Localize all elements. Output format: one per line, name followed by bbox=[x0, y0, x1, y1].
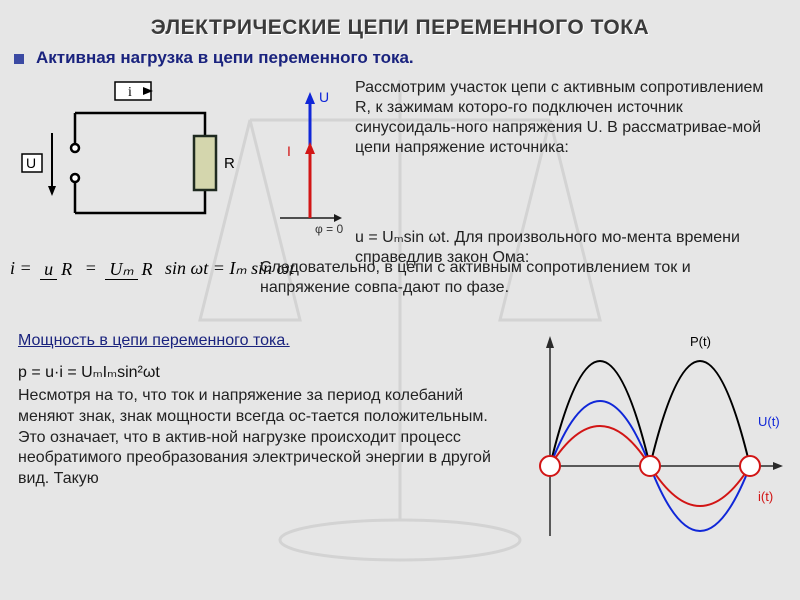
slide: ЭЛЕКТРИЧЕСКИЕ ЦЕПИ ПЕРЕМЕННОГО ТОКА Акти… bbox=[0, 0, 800, 600]
vector-diagram: U I φ = 0 bbox=[275, 78, 345, 248]
p-label: P(t) bbox=[690, 334, 711, 349]
i-label: i bbox=[128, 85, 132, 100]
eq-lhs: i bbox=[10, 258, 15, 278]
r-label: R bbox=[224, 155, 235, 172]
u-label: U bbox=[26, 155, 36, 171]
paragraph-power: Несмотря на то, что ток и напряжение за … bbox=[18, 386, 498, 490]
circuit-diagram: i R U bbox=[20, 78, 250, 248]
it-label: i(t) bbox=[758, 489, 773, 504]
subtitle: Активная нагрузка в цепи переменного ток… bbox=[0, 44, 800, 78]
eq-n1: u bbox=[40, 259, 57, 280]
row-equation: i = uR = UₘR sin ωt = Iₘ sin ωt Следоват… bbox=[0, 258, 800, 318]
vec-phi-label: φ = 0 bbox=[315, 222, 343, 236]
ohm-equation: i = uR = UₘR sin ωt = Iₘ sin ωt bbox=[10, 258, 294, 280]
eq-n2: Uₘ bbox=[105, 259, 137, 280]
vec-i-label: I bbox=[287, 143, 291, 159]
page-title: ЭЛЕКТРИЧЕСКИЕ ЦЕПИ ПЕРЕМЕННОГО ТОКА bbox=[0, 0, 800, 44]
ut-label: U(t) bbox=[758, 414, 780, 429]
eq-d2: R bbox=[138, 259, 157, 279]
vec-u-label: U bbox=[319, 89, 329, 105]
eq-d1: R bbox=[57, 259, 76, 279]
paragraph-intro: Рассмотрим участок цепи с активным сопро… bbox=[355, 78, 780, 158]
paragraph-phase: Следовательно, в цепи с активным сопроти… bbox=[260, 258, 780, 298]
power-graph: P(t) U(t) i(t) bbox=[520, 326, 790, 546]
